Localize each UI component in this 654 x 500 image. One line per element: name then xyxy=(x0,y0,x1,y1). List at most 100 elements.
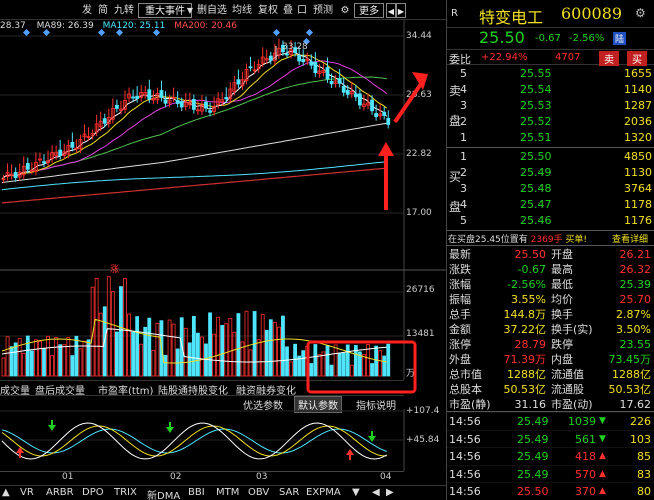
tab-indicator[interactable]: ▲ xyxy=(2,487,10,498)
toolbar-button[interactable]: 预测 xyxy=(313,5,333,16)
tick-price: 25.49 xyxy=(517,450,549,464)
tab-optimal-params[interactable]: 优选参数 xyxy=(243,401,283,412)
toolbar-button[interactable]: 叠 xyxy=(283,5,293,16)
buy-level-row[interactable]: 1 25.50 4850 xyxy=(458,149,654,165)
toolbar-button[interactable]: 重大事件 xyxy=(138,3,192,18)
price-axis-label: 22.82 xyxy=(406,149,432,159)
buy-button[interactable]: 买 xyxy=(627,51,647,66)
volume-bar xyxy=(123,278,127,377)
tab-default-params[interactable]: 默认参数 xyxy=(294,396,342,413)
volume-ma-line xyxy=(1,328,387,363)
volume-bar xyxy=(143,326,148,377)
buy-level-row[interactable]: 3 25.48 3764 xyxy=(458,181,654,197)
tab-hk-connect-holdings[interactable]: 陆股通持股变化 xyxy=(158,386,228,397)
candle-body xyxy=(252,69,257,72)
toolbar-button[interactable]: 口 xyxy=(297,5,307,16)
indicator-chart[interactable] xyxy=(0,409,446,471)
toolbar-button[interactable]: 简 xyxy=(98,5,108,16)
toolbar-button[interactable]: 发 xyxy=(82,5,92,16)
tab-indicator[interactable]: 新DMA xyxy=(147,491,181,500)
stat-label: 最新 xyxy=(449,248,471,261)
candle-body xyxy=(159,90,164,98)
level-volume: 1320 xyxy=(624,131,652,144)
candle-body xyxy=(102,118,107,124)
price-chart[interactable] xyxy=(0,20,446,380)
toolbar-button[interactable]: 删自选 xyxy=(197,5,227,16)
stat-label: 跌停 xyxy=(551,338,573,351)
tab-margin-trading[interactable]: 融资融券变化 xyxy=(236,386,296,397)
sell-level-row[interactable]: 1 25.51 1320 xyxy=(458,130,654,146)
stat-label: 流通值 xyxy=(551,368,584,381)
chevron-down-icon[interactable]: ▼ xyxy=(186,6,194,15)
gear-icon[interactable]: ⚙ xyxy=(340,5,350,16)
candle-body xyxy=(34,162,38,172)
tab-after-hours-volume[interactable]: 盘后成交量 xyxy=(35,386,85,397)
chevron-right-icon[interactable]: ▶ xyxy=(396,3,406,18)
stat-label: 最高 xyxy=(551,263,573,276)
volume-bar xyxy=(21,352,26,377)
volume-bar xyxy=(240,341,245,377)
level-price: 25.49 xyxy=(520,166,552,179)
stat-value: 26.21 xyxy=(619,248,652,261)
stat-value: -2.56% xyxy=(507,278,546,291)
volume-bar xyxy=(38,340,42,377)
tick-row: 14:56 25.49 1039 ▼ 226 xyxy=(447,412,654,429)
tab-indicator[interactable]: ARBR xyxy=(46,487,74,498)
tab-indicator[interactable]: MTM xyxy=(216,487,240,498)
volume-bar xyxy=(378,350,383,377)
buy-level-row[interactable]: 4 25.47 1178 xyxy=(458,197,654,213)
chevron-left-icon[interactable]: ◀ xyxy=(372,487,380,498)
level-volume: 1287 xyxy=(624,99,652,112)
candle-body xyxy=(337,78,342,84)
tab-indicator[interactable]: TRIX xyxy=(114,487,137,498)
arrow-down-icon xyxy=(166,427,174,433)
settings-icon[interactable]: ⚙ xyxy=(635,6,646,20)
tab-volume[interactable]: 成交量 xyxy=(0,386,30,397)
candle-body xyxy=(127,93,131,99)
chevron-down-icon[interactable]: ▼ xyxy=(352,487,360,498)
indicator-plot xyxy=(1,420,387,460)
tick-price: 25.49 xyxy=(517,467,549,481)
level-volume: 1130 xyxy=(624,166,652,179)
view-details-link[interactable]: 查看详细 xyxy=(612,235,649,245)
chevron-left-icon[interactable]: ◀ xyxy=(386,3,396,18)
buy-level-row[interactable]: 2 25.49 1130 xyxy=(458,165,654,181)
buy-level-row[interactable]: 5 25.46 1176 xyxy=(458,213,654,229)
tab-indicator[interactable]: DPO xyxy=(82,487,104,498)
volume-bar xyxy=(58,344,63,377)
toolbar-button[interactable]: 均线 xyxy=(232,5,252,16)
candle-body xyxy=(289,49,293,55)
tab-indicator[interactable]: BBI xyxy=(188,487,205,498)
level-price: 25.47 xyxy=(520,198,552,211)
stat-value: 71.39万 xyxy=(503,353,547,366)
notice-amount: 2369手 xyxy=(530,235,563,245)
tab-indicator[interactable]: OBV xyxy=(248,487,270,498)
more-button[interactable]: 更多 xyxy=(354,3,384,18)
tab-indicator[interactable]: SAR xyxy=(279,487,300,498)
candle-body xyxy=(357,93,362,106)
toolbar-button[interactable]: 复权 xyxy=(258,5,278,16)
tab-pe-ttm[interactable]: 市盈率(ttm) xyxy=(98,386,154,397)
sell-level-row[interactable]: 4 25.54 1140 xyxy=(458,82,654,98)
tab-indicator[interactable]: VR xyxy=(20,487,34,498)
volume-bar xyxy=(66,337,71,377)
volume-bar xyxy=(362,354,366,377)
sell-level-row[interactable]: 5 25.55 1655 xyxy=(458,66,654,82)
stat-label: 总手 xyxy=(449,308,471,321)
sell-button[interactable]: 卖 xyxy=(599,51,619,66)
tab-indicator-help[interactable]: 指标说明 xyxy=(356,401,396,412)
chevron-right-icon[interactable]: ▶ xyxy=(386,487,394,498)
toolbar-button[interactable]: 九转 xyxy=(114,5,134,16)
tab-indicator[interactable]: EXPMA xyxy=(306,487,341,498)
volume-bar xyxy=(151,349,156,377)
buy-notice: 在买盘25.45位置有 2369手 买单! xyxy=(448,232,587,245)
stat-value: 1288亿 xyxy=(507,368,546,381)
sell-level-row[interactable]: 2 25.52 2036 xyxy=(458,114,654,130)
candle-body xyxy=(110,107,115,120)
stat-value: 26.32 xyxy=(619,263,652,276)
ma120-line xyxy=(1,161,387,191)
candle-body xyxy=(232,82,237,92)
volume-bar xyxy=(293,343,298,377)
sell-level-row[interactable]: 3 25.53 1287 xyxy=(458,98,654,114)
